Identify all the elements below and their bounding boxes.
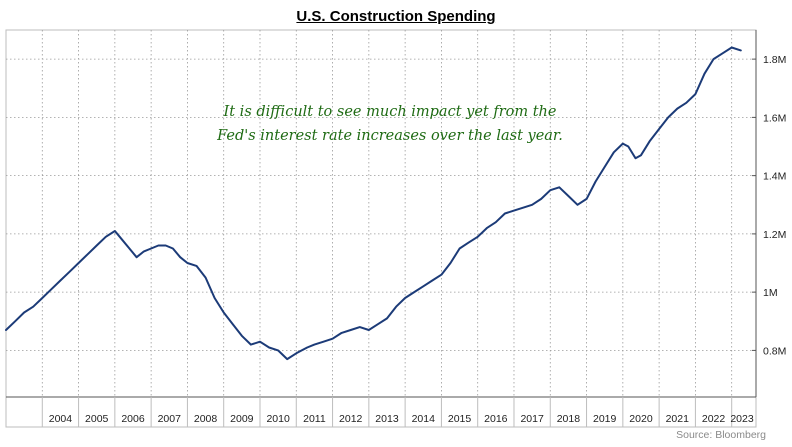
y-tick-label: 1M (763, 287, 778, 299)
y-tick-label: 1.2M (763, 229, 786, 241)
y-tick-label: 1.4M (763, 171, 786, 183)
x-tick-label: 2005 (85, 413, 109, 425)
chart-annotation: It is difficult to see much impact yet f… (200, 100, 580, 148)
x-tick-label: 2015 (448, 413, 472, 425)
y-tick-label: 1.8M (763, 54, 786, 66)
chart-title: U.S. Construction Spending (296, 8, 496, 25)
x-axis: 2004 2005 2006 2007 2008 2009 2010 2011 2012 2013… (41, 397, 754, 427)
x-tick-label: 2010 (266, 413, 290, 425)
x-tick-label: 2023 (730, 413, 754, 425)
x-tick-label: 2009 (230, 413, 254, 425)
grid-lines (6, 30, 756, 397)
x-tick-label: 2007 (158, 413, 182, 425)
x-tick-label: 2014 (412, 413, 436, 425)
x-tick-label: 2020 (629, 413, 653, 425)
series-layer (5, 46, 742, 361)
x-tick-label: 2013 (375, 413, 399, 425)
y-tick-label: 0.8M (763, 345, 786, 357)
series-line (5, 46, 742, 361)
x-tick-label: 2008 (194, 413, 218, 425)
x-tick-label: 2006 (121, 413, 145, 425)
annotation-line-1: It is difficult to see much impact yet f… (223, 104, 557, 120)
plot-border (5, 29, 757, 428)
x-tick-label: 2018 (557, 413, 581, 425)
source-note: Source: Bloomberg (676, 429, 766, 441)
x-tick-label: 2022 (702, 413, 726, 425)
annotation-line-2: Fed's interest rate increases over the l… (217, 128, 563, 144)
x-tick-label: 2019 (593, 413, 617, 425)
plot-area (5, 29, 757, 428)
x-tick-label: 2004 (49, 413, 73, 425)
x-tick-label: 2021 (666, 413, 690, 425)
x-tick-label: 2012 (339, 413, 363, 425)
x-tick-label: 2017 (520, 413, 544, 425)
y-axis: 0.8M 1M 1.2M 1.4M 1.6M 1.8M (752, 30, 786, 397)
y-tick-label: 1.6M (763, 112, 786, 124)
x-tick-label: 2011 (303, 413, 326, 425)
x-tick-label: 2016 (484, 413, 508, 425)
